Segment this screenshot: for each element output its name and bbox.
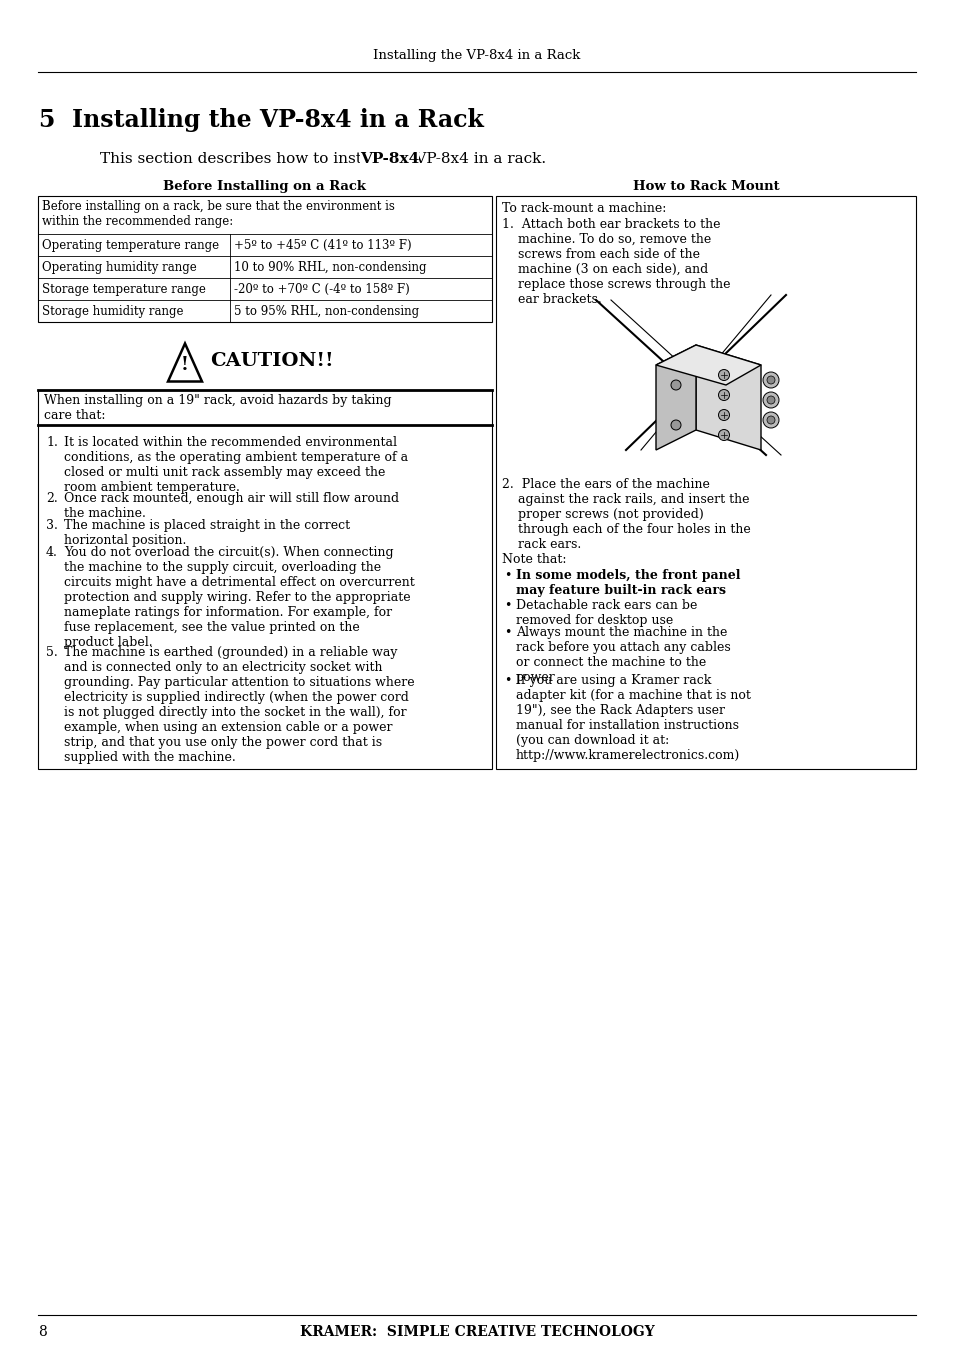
Text: 5: 5 — [38, 108, 54, 132]
Text: If you are using a Kramer rack
adapter kit (for a machine that is not
19"), see : If you are using a Kramer rack adapter k… — [516, 675, 750, 763]
Text: Storage humidity range: Storage humidity range — [42, 304, 183, 318]
Text: To rack-mount a machine:: To rack-mount a machine: — [501, 201, 666, 215]
Text: •: • — [503, 626, 511, 639]
Text: 2.  Place the ears of the machine
    against the rack rails, and insert the
   : 2. Place the ears of the machine against… — [501, 479, 750, 552]
Circle shape — [718, 410, 729, 420]
Text: 5 to 95% RHL, non-condensing: 5 to 95% RHL, non-condensing — [233, 304, 418, 318]
Text: 10 to 90% RHL, non-condensing: 10 to 90% RHL, non-condensing — [233, 261, 426, 273]
Text: 5.: 5. — [46, 646, 58, 658]
Text: 8: 8 — [38, 1325, 47, 1338]
Text: In some models, the front panel
may feature built-in rack ears: In some models, the front panel may feat… — [516, 569, 740, 598]
Text: Before installing on a rack, be sure that the environment is
within the recommen: Before installing on a rack, be sure tha… — [42, 200, 395, 228]
Circle shape — [718, 389, 729, 400]
Text: Installing the VP-8x4 in a Rack: Installing the VP-8x4 in a Rack — [71, 108, 483, 132]
Polygon shape — [656, 345, 760, 385]
Circle shape — [762, 412, 779, 429]
Bar — [38, 196, 492, 322]
Text: •: • — [503, 599, 511, 612]
Text: When installing on a 19" rack, avoid hazards by taking
care that:: When installing on a 19" rack, avoid haz… — [44, 393, 392, 422]
Text: Operating humidity range: Operating humidity range — [42, 261, 196, 273]
Circle shape — [670, 380, 680, 389]
Text: !: ! — [181, 357, 189, 375]
Text: -20º to +70º C (-4º to 158º F): -20º to +70º C (-4º to 158º F) — [233, 283, 410, 296]
Text: 1.  Attach both ear brackets to the
    machine. To do so, remove the
    screws: 1. Attach both ear brackets to the machi… — [501, 218, 730, 306]
Text: •: • — [503, 569, 511, 581]
Bar — [38, 389, 492, 769]
Text: The machine is earthed (grounded) in a reliable way
and is connected only to an : The machine is earthed (grounded) in a r… — [64, 646, 415, 764]
Text: The machine is placed straight in the correct
horizontal position.: The machine is placed straight in the co… — [64, 519, 350, 548]
Circle shape — [762, 392, 779, 408]
Text: KRAMER:  SIMPLE CREATIVE TECHNOLOGY: KRAMER: SIMPLE CREATIVE TECHNOLOGY — [299, 1325, 654, 1338]
Text: 2.: 2. — [46, 492, 58, 506]
Circle shape — [766, 416, 774, 425]
Circle shape — [766, 376, 774, 384]
Text: Once rack mounted, enough air will still flow around
the machine.: Once rack mounted, enough air will still… — [64, 492, 398, 521]
Text: 4.: 4. — [46, 546, 58, 558]
Text: Detachable rack ears can be
removed for desktop use: Detachable rack ears can be removed for … — [516, 599, 697, 627]
Text: How to Rack Mount: How to Rack Mount — [632, 180, 779, 193]
Circle shape — [718, 430, 729, 441]
Text: •: • — [503, 675, 511, 687]
Polygon shape — [696, 345, 760, 450]
Text: 3.: 3. — [46, 519, 58, 531]
Text: +5º to +45º C (41º to 113º F): +5º to +45º C (41º to 113º F) — [233, 238, 411, 251]
Text: Before Installing on a Rack: Before Installing on a Rack — [163, 180, 366, 193]
Circle shape — [718, 369, 729, 380]
Polygon shape — [656, 345, 696, 450]
Text: CAUTION!!: CAUTION!! — [210, 352, 334, 369]
Text: VP-8x4: VP-8x4 — [359, 151, 418, 166]
Circle shape — [766, 396, 774, 404]
Text: It is located within the recommended environmental
conditions, as the operating : It is located within the recommended env… — [64, 435, 408, 493]
Bar — [496, 196, 915, 769]
Text: This section describes how to install the VP-8x4 in a rack.: This section describes how to install th… — [100, 151, 545, 166]
Text: Operating temperature range: Operating temperature range — [42, 238, 219, 251]
Circle shape — [670, 420, 680, 430]
Text: Installing the VP-8x4 in a Rack: Installing the VP-8x4 in a Rack — [373, 49, 580, 61]
Text: Storage temperature range: Storage temperature range — [42, 283, 206, 296]
Text: Note that:: Note that: — [501, 553, 566, 566]
Text: 1.: 1. — [46, 435, 58, 449]
Text: Always mount the machine in the
rack before you attach any cables
or connect the: Always mount the machine in the rack bef… — [516, 626, 730, 684]
Circle shape — [762, 372, 779, 388]
Text: You do not overload the circuit(s). When connecting
the machine to the supply ci: You do not overload the circuit(s). When… — [64, 546, 415, 649]
